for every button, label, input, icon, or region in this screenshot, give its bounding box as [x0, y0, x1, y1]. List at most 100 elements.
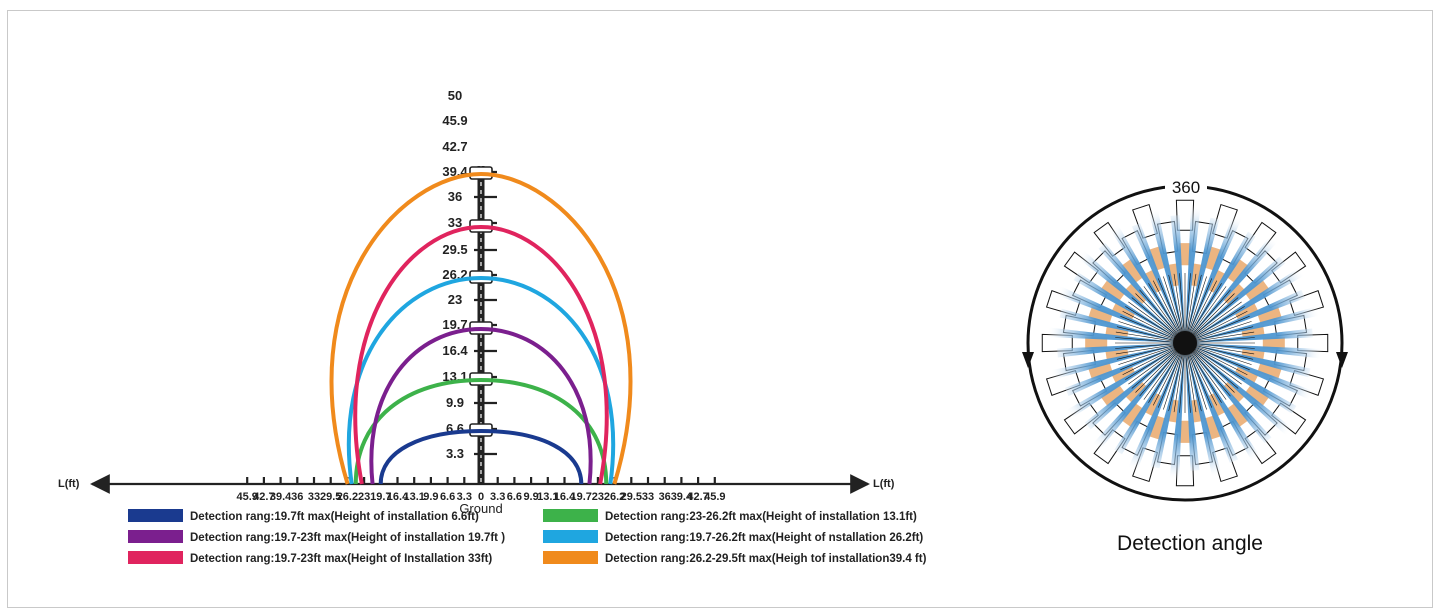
- inner-zone-segment: [1100, 279, 1126, 302]
- x-tick-label: 6.6: [440, 491, 455, 503]
- detection-pattern-arc: [378, 428, 584, 485]
- inner-zone-segment: [1100, 384, 1126, 407]
- x-tick-label: 33: [642, 491, 654, 503]
- legend-swatch: [128, 530, 183, 543]
- detection-beam: [1185, 343, 1325, 359]
- detection-beam: [1185, 305, 1323, 343]
- inner-zone-segment: [1244, 279, 1270, 302]
- outer-zone-box: [1132, 447, 1158, 483]
- inner-zone-segment: [1226, 402, 1249, 428]
- detection-angle-diagram: 360 Detection angle: [1022, 176, 1348, 555]
- x-tick-label: 0: [478, 491, 484, 503]
- detection-range-diagram: L(ft) L(ft) 45.942.739.4 36 33 29.526.2 23 19…: [58, 88, 927, 565]
- x-tick-label: 16.4: [554, 491, 576, 503]
- outer-zone-box: [1093, 429, 1126, 465]
- outer-zone-box: [1045, 290, 1081, 316]
- detection-beam: [1126, 343, 1185, 475]
- inner-zone-segment: [1203, 415, 1222, 440]
- height-labels: 3.36.69.913.116.419.72326.229.5333639.44…: [442, 88, 468, 461]
- x-tick-label: 9.9: [423, 491, 438, 503]
- x-tick-label: 36: [291, 491, 303, 503]
- ground-label: Ground: [459, 501, 502, 516]
- legend-label: Detection rang:19.7ft max(Height of inst…: [190, 511, 479, 523]
- detection-pattern-arc: [353, 224, 609, 485]
- legend-label: Detection rang:19.7-23ft max(Height of I…: [190, 553, 492, 565]
- x-tick-label: 36: [659, 491, 671, 503]
- outer-zone-box: [1041, 333, 1073, 353]
- outer-zone-box: [1212, 203, 1238, 239]
- x-axis-tick-labels: 45.942.739.4 36 33 29.526.2 23 19.716.413.19.…: [236, 491, 725, 503]
- x-tick-label: 3.3: [457, 491, 472, 503]
- axis-unit-left: L(ft): [58, 478, 80, 490]
- detection-beam: [1185, 343, 1317, 402]
- x-tick-label: 42.7: [253, 491, 274, 503]
- outer-zone-box: [1297, 333, 1329, 353]
- detection-beam: [1185, 231, 1256, 343]
- inner-zone-segment: [1088, 361, 1113, 380]
- legend-label: Detection rang:19.7-26.2ft max(Height of…: [605, 532, 923, 544]
- inner-zone-segment: [1088, 306, 1113, 325]
- detection-beam: [1185, 343, 1263, 465]
- legend-label: Detection rang:26.2-29.5ft max(Heigh tof…: [605, 553, 927, 565]
- rotation-arrow-left-icon: [1022, 352, 1034, 368]
- detection-beam: [1185, 343, 1239, 463]
- sensor-center: [1173, 331, 1197, 355]
- x-tick-label: 9.9: [523, 491, 538, 503]
- detection-beam: [1185, 328, 1313, 343]
- x-tick-label: 39.4: [270, 491, 292, 503]
- x-tick-label: 45.9: [236, 491, 257, 503]
- legend-swatch: [128, 509, 183, 522]
- x-tick-label: 16.4: [387, 491, 409, 503]
- legend-swatch: [543, 530, 598, 543]
- inner-zone-segment: [1179, 420, 1191, 443]
- height-label: 50: [448, 88, 462, 103]
- outer-zone-box: [1244, 429, 1277, 465]
- outer-zone-box: [1271, 402, 1307, 435]
- detection-beam: [1045, 327, 1185, 343]
- x-tick-label: 33: [308, 491, 320, 503]
- outer-zone-box: [1093, 221, 1126, 257]
- x-tick-label: 23: [358, 491, 370, 503]
- inner-zone-segment: [1085, 337, 1108, 349]
- detection-beam: [1185, 343, 1200, 471]
- detection-beam: [1057, 343, 1185, 358]
- height-label: 16.4: [442, 343, 468, 358]
- detection-beam: [1114, 343, 1185, 455]
- detection-beam: [1185, 289, 1305, 343]
- x-tick-label: 23: [592, 491, 604, 503]
- inner-zone-segment: [1121, 402, 1144, 428]
- outer-zone-box: [1063, 251, 1099, 284]
- inner-zone-segment: [1148, 415, 1167, 440]
- x-tick-label: 19.7: [370, 491, 391, 503]
- outer-zone-box: [1271, 251, 1307, 284]
- detection-beam: [1065, 343, 1185, 397]
- height-label: 9.9: [446, 395, 464, 410]
- detection-zones: [1041, 199, 1329, 487]
- detection-beam: [1185, 343, 1311, 378]
- x-tick-label: 13.1: [537, 491, 558, 503]
- legend-label: Detection rang:19.7-23ft max(Height of i…: [190, 532, 505, 544]
- outer-zone-box: [1175, 199, 1195, 231]
- figure-frame: [7, 10, 1433, 608]
- outer-zone-box: [1175, 455, 1195, 487]
- detection-beam: [1185, 343, 1223, 481]
- detection-beam: [1185, 343, 1297, 414]
- x-tick-label: 42.7: [687, 491, 708, 503]
- height-label: 33: [448, 215, 462, 230]
- detection-beam: [1053, 284, 1185, 343]
- detection-beam: [1059, 308, 1185, 343]
- height-label: 23: [448, 292, 462, 307]
- x-tick-label: 3.3: [490, 491, 505, 503]
- detection-beam: [1107, 221, 1185, 343]
- inner-zone-segment: [1244, 384, 1270, 407]
- x-tick-label: 45.9: [704, 491, 725, 503]
- legend: Detection rang:19.7ft max(Height of inst…: [128, 509, 927, 565]
- detection-beam: [1185, 265, 1307, 343]
- detection-pattern-arc: [329, 171, 633, 485]
- pole-ticks: [474, 170, 497, 456]
- x-tick-label: 26.2: [604, 491, 625, 503]
- height-label: 42.7: [442, 139, 467, 154]
- x-tick-label: 13.1: [403, 491, 424, 503]
- detection-beam: [1047, 343, 1185, 381]
- detection-beam: [1170, 215, 1185, 343]
